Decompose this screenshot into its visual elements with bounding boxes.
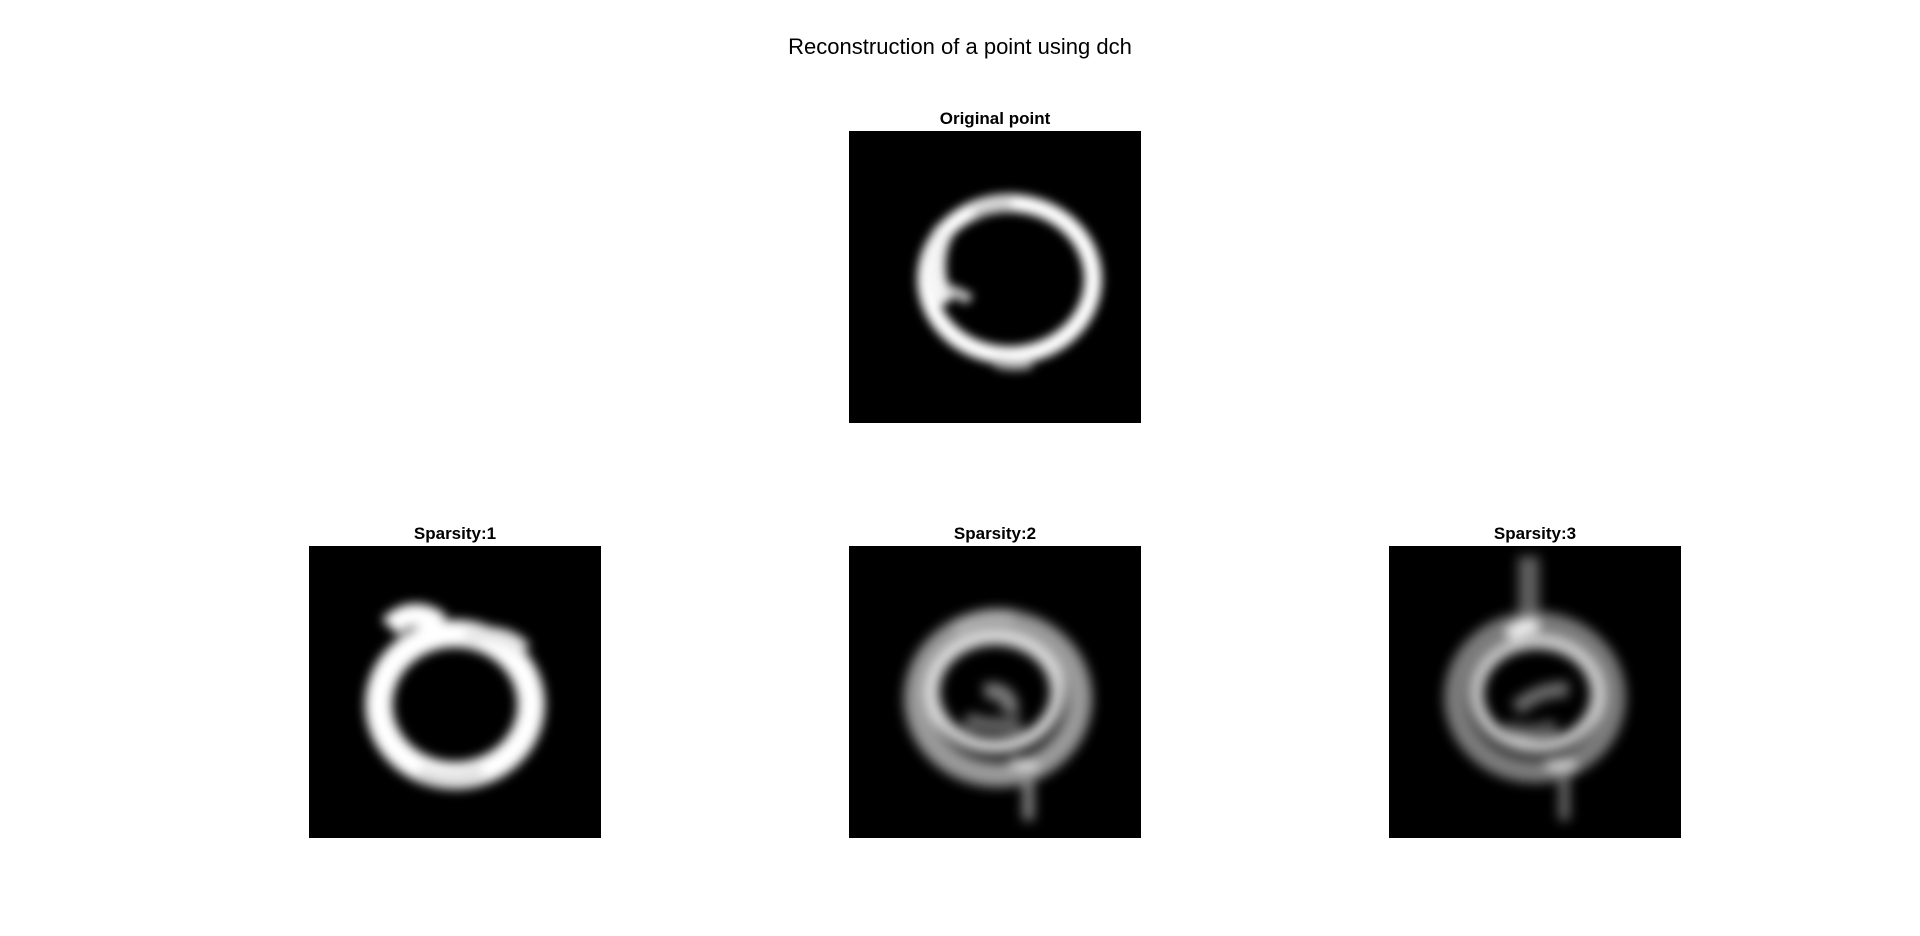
reconstruction-svg-sparsity-1	[309, 546, 601, 838]
panel-original-point: Original point	[849, 107, 1141, 423]
original-digit-svg	[849, 131, 1141, 423]
reconstruction-image-sparsity-1	[309, 546, 601, 838]
panel-sparsity-2: Sparsity:2	[849, 522, 1141, 838]
figure-title: Reconstruction of a point using dch	[788, 34, 1132, 59]
panel-title-sparsity-3: Sparsity:3	[1493, 524, 1577, 543]
panel-title-original: Original point	[939, 109, 1051, 128]
panel-sparsity-3: Sparsity:3	[1389, 522, 1681, 838]
panel-sparsity-1: Sparsity:1	[309, 522, 601, 838]
reconstruction-svg-sparsity-2	[849, 546, 1141, 838]
reconstruction-svg-sparsity-3	[1389, 546, 1681, 838]
reconstruction-image-sparsity-2	[849, 546, 1141, 838]
panel-title-sparsity-2: Sparsity:2	[953, 524, 1037, 543]
reconstruction-image-sparsity-3	[1389, 546, 1681, 838]
original-digit-image	[849, 131, 1141, 423]
panel-title-sparsity-1: Sparsity:1	[413, 524, 497, 543]
